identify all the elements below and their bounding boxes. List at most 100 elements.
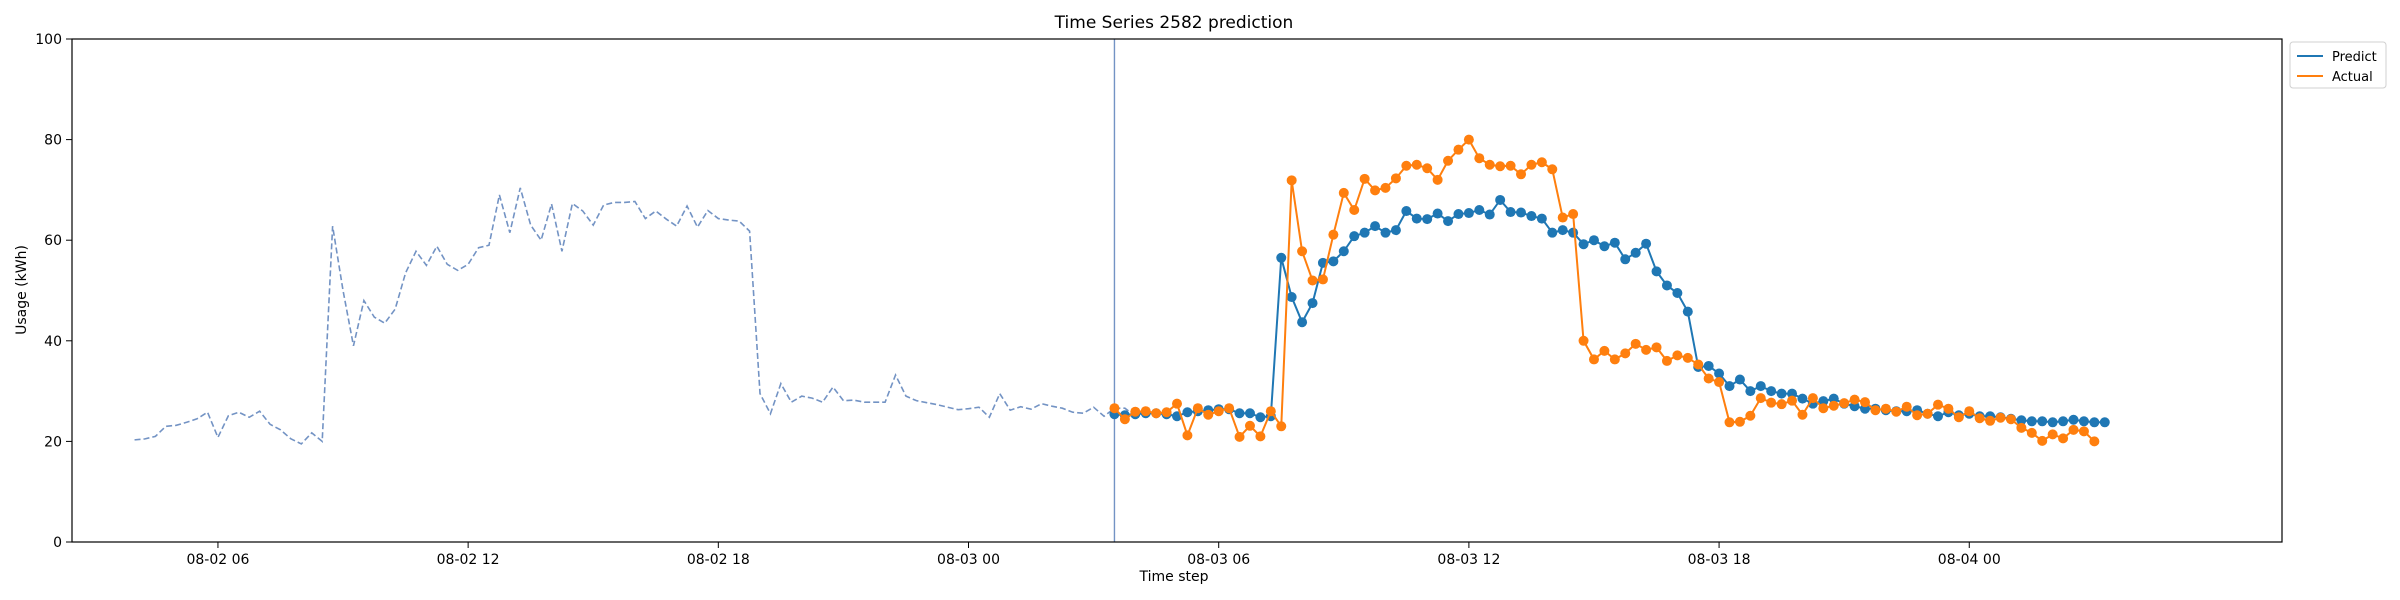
actual-point (2068, 424, 2079, 435)
predict-point (1484, 209, 1495, 220)
actual-point (1870, 405, 1881, 416)
actual-point (1453, 144, 1464, 155)
actual-point (1776, 399, 1787, 410)
predict-point (1380, 227, 1391, 238)
actual-point (1557, 212, 1568, 223)
actual-point (1839, 398, 1850, 409)
actual-point (1891, 406, 1902, 417)
actual-point (1370, 185, 1381, 196)
predict-point (1349, 231, 1360, 242)
actual-point (1995, 412, 2006, 423)
actual-point (1693, 359, 1704, 370)
actual-point (1203, 409, 1214, 420)
actual-point (1526, 159, 1537, 170)
predict-point (1651, 266, 1662, 277)
predict-point (1244, 408, 1255, 419)
actual-point (1182, 430, 1193, 441)
y-tick-label: 40 (44, 334, 62, 350)
chart-title: Time Series 2582 prediction (1054, 13, 1294, 33)
predict-point (1703, 360, 1714, 371)
predict-point (2037, 416, 2048, 427)
actual-point (1328, 229, 1339, 240)
x-axis-title: Time step (1139, 569, 1209, 585)
actual-point (1536, 157, 1547, 168)
predict-point (2089, 417, 2100, 428)
predict-point (1641, 238, 1652, 249)
actual-point (1734, 416, 1745, 427)
predict-point (1328, 256, 1339, 267)
actual-point (1974, 413, 1985, 424)
predict-point (1672, 288, 1683, 299)
predict-point (1620, 254, 1631, 265)
y-tick-label: 60 (44, 233, 62, 249)
actual-point (1641, 344, 1652, 355)
legend-actual-label: Actual (2332, 70, 2373, 85)
actual-point (1787, 395, 1798, 406)
actual-point (1985, 415, 1996, 426)
predict-point (1932, 411, 1943, 422)
actual-point (1422, 163, 1433, 174)
predict-point (1505, 207, 1516, 218)
actual-point (1484, 159, 1495, 170)
actual-point (1380, 182, 1391, 193)
actual-point (1463, 134, 1474, 145)
predict-point (1724, 381, 1735, 392)
actual-point (1338, 187, 1349, 198)
predict-point (1588, 235, 1599, 246)
actual-point (1682, 352, 1693, 363)
predict-point (1276, 252, 1287, 263)
actual-point (1599, 345, 1610, 356)
actual-point (1244, 420, 1255, 431)
actual-point (1609, 354, 1620, 365)
predict-point (1182, 407, 1193, 418)
y-tick-label: 80 (44, 133, 62, 149)
predict-point (1474, 205, 1485, 216)
predict-point (1818, 396, 1829, 407)
actual-point (1401, 160, 1412, 171)
predict-point (2078, 416, 2089, 427)
predict-point (1547, 227, 1558, 238)
actual-point (1745, 410, 1756, 421)
actual-point (1109, 403, 1120, 414)
predict-point (1370, 221, 1381, 232)
actual-point (1568, 209, 1579, 220)
predict-point (1463, 208, 1474, 219)
actual-point (1661, 355, 1672, 366)
predict-point (1578, 239, 1589, 250)
actual-point (2016, 422, 2027, 433)
x-tick-label: 08-03 00 (937, 552, 1000, 568)
predict-point (1734, 374, 1745, 385)
predict-point (1390, 225, 1401, 236)
predict-point (1755, 381, 1766, 392)
predict-point (1536, 213, 1547, 224)
predict-point (1682, 306, 1693, 317)
actual-point (2078, 426, 2089, 437)
actual-point (1849, 394, 1860, 405)
predict-point (1432, 208, 1443, 219)
actual-point (1307, 275, 1318, 286)
actual-point (1411, 159, 1422, 170)
predict-point (1609, 237, 1620, 248)
actual-point (1172, 398, 1182, 409)
x-tick-label: 08-03 06 (1187, 552, 1250, 568)
legend: Predict Actual (2289, 41, 2387, 89)
actual-point (1140, 406, 1151, 417)
predict-point (1338, 246, 1349, 257)
predict-point (1630, 247, 1641, 258)
predict-point (1234, 408, 1245, 419)
predict-point (2058, 416, 2069, 427)
actual-point (2026, 427, 2037, 438)
actual-point (1547, 164, 1558, 175)
actual-point (1151, 408, 1162, 419)
predict-point (1661, 280, 1672, 291)
actual-point (1432, 174, 1443, 185)
predict-point (1797, 393, 1808, 404)
actual-point (1630, 338, 1641, 349)
predict-point (1787, 388, 1798, 399)
actual-point (2089, 436, 2100, 447)
y-tick-label: 0 (53, 535, 62, 551)
actual-point (1265, 406, 1276, 417)
actual-point (1192, 403, 1203, 414)
